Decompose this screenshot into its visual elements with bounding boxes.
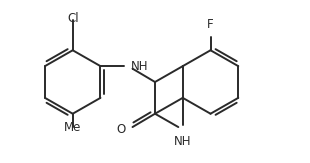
Text: Me: Me (64, 121, 82, 133)
Text: F: F (207, 18, 214, 31)
Text: Cl: Cl (67, 12, 78, 25)
Text: O: O (116, 123, 125, 136)
Text: NH: NH (174, 134, 192, 148)
Text: NH: NH (131, 60, 149, 73)
